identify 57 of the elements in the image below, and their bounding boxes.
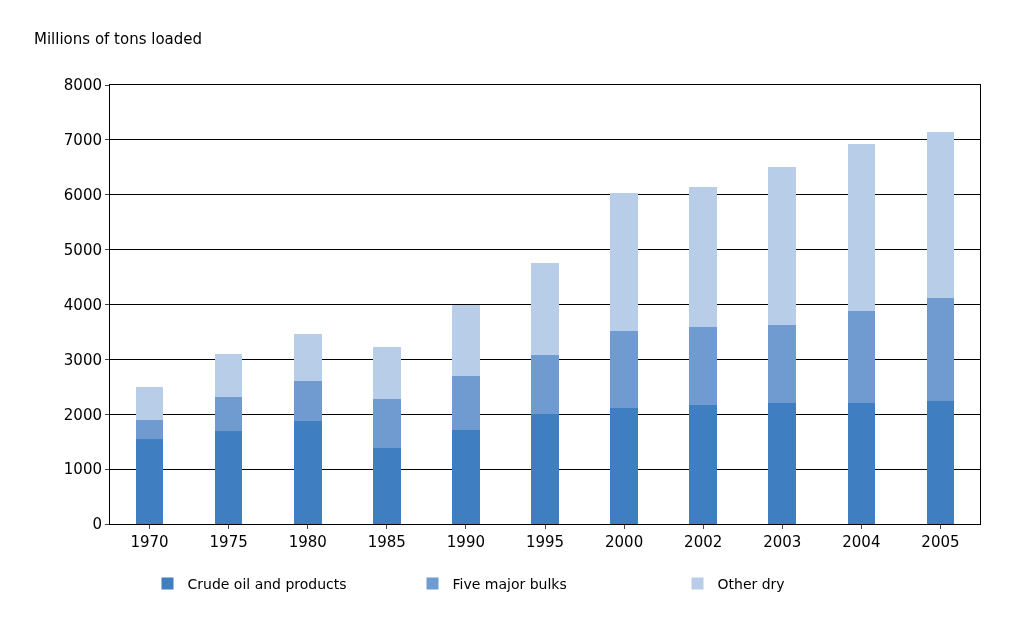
bar [847,310,876,404]
bar [610,193,638,331]
bar [689,405,718,524]
bar [689,187,718,327]
bar [293,381,322,422]
bar [372,398,401,449]
x-tick-label: 1995 [525,533,565,551]
bar [610,330,638,408]
x-tick-label: 2005 [921,533,960,551]
bar [926,131,955,298]
y-tick-label: 3000 [63,350,102,369]
bar [293,333,322,382]
x-tick-label: 2000 [605,533,644,551]
x-tick-label: 2003 [763,533,802,551]
y-axis-title: Millions of tons loaded [34,30,203,48]
bar [214,431,243,524]
y-tick-label: 8000 [63,76,102,95]
y-tick-label: 2000 [63,405,102,424]
bar [531,354,559,414]
legend-label: Crude oil and products [187,575,347,592]
bar [452,304,480,376]
x-tick-label: 1985 [367,533,406,551]
bar [847,403,876,524]
y-tick-label: 0 [92,515,102,534]
bar [214,397,243,432]
x-tick-label: 2004 [842,533,881,551]
bar [768,324,797,404]
bar [610,407,638,524]
bar [372,448,401,524]
bar [926,400,955,524]
bar [135,386,164,421]
legend-label: Other dry [717,575,785,592]
x-tick-label: 1970 [130,533,169,551]
x-tick-label: 2002 [684,533,723,551]
bar [452,375,480,430]
x-tick-label: 1975 [209,533,248,551]
bar [372,346,401,399]
bar [531,263,559,355]
y-tick-label: 1000 [63,460,102,479]
y-tick-label: 6000 [63,186,102,204]
bar [214,354,243,398]
y-tick-label: 4000 [63,295,102,314]
y-tick-label: 5000 [63,240,102,259]
bar [768,403,797,524]
legend-label: Five major bulks [452,575,567,592]
bar [847,144,876,311]
bar [768,166,797,325]
x-tick-label: 1990 [446,533,485,551]
bar [135,420,164,440]
bar [926,297,955,401]
bar [135,439,164,524]
bar [452,429,480,524]
bar [293,421,322,524]
y-tick-label: 7000 [63,131,102,150]
bar [689,327,718,406]
x-tick-label: 1980 [288,533,327,551]
bar [531,413,559,524]
